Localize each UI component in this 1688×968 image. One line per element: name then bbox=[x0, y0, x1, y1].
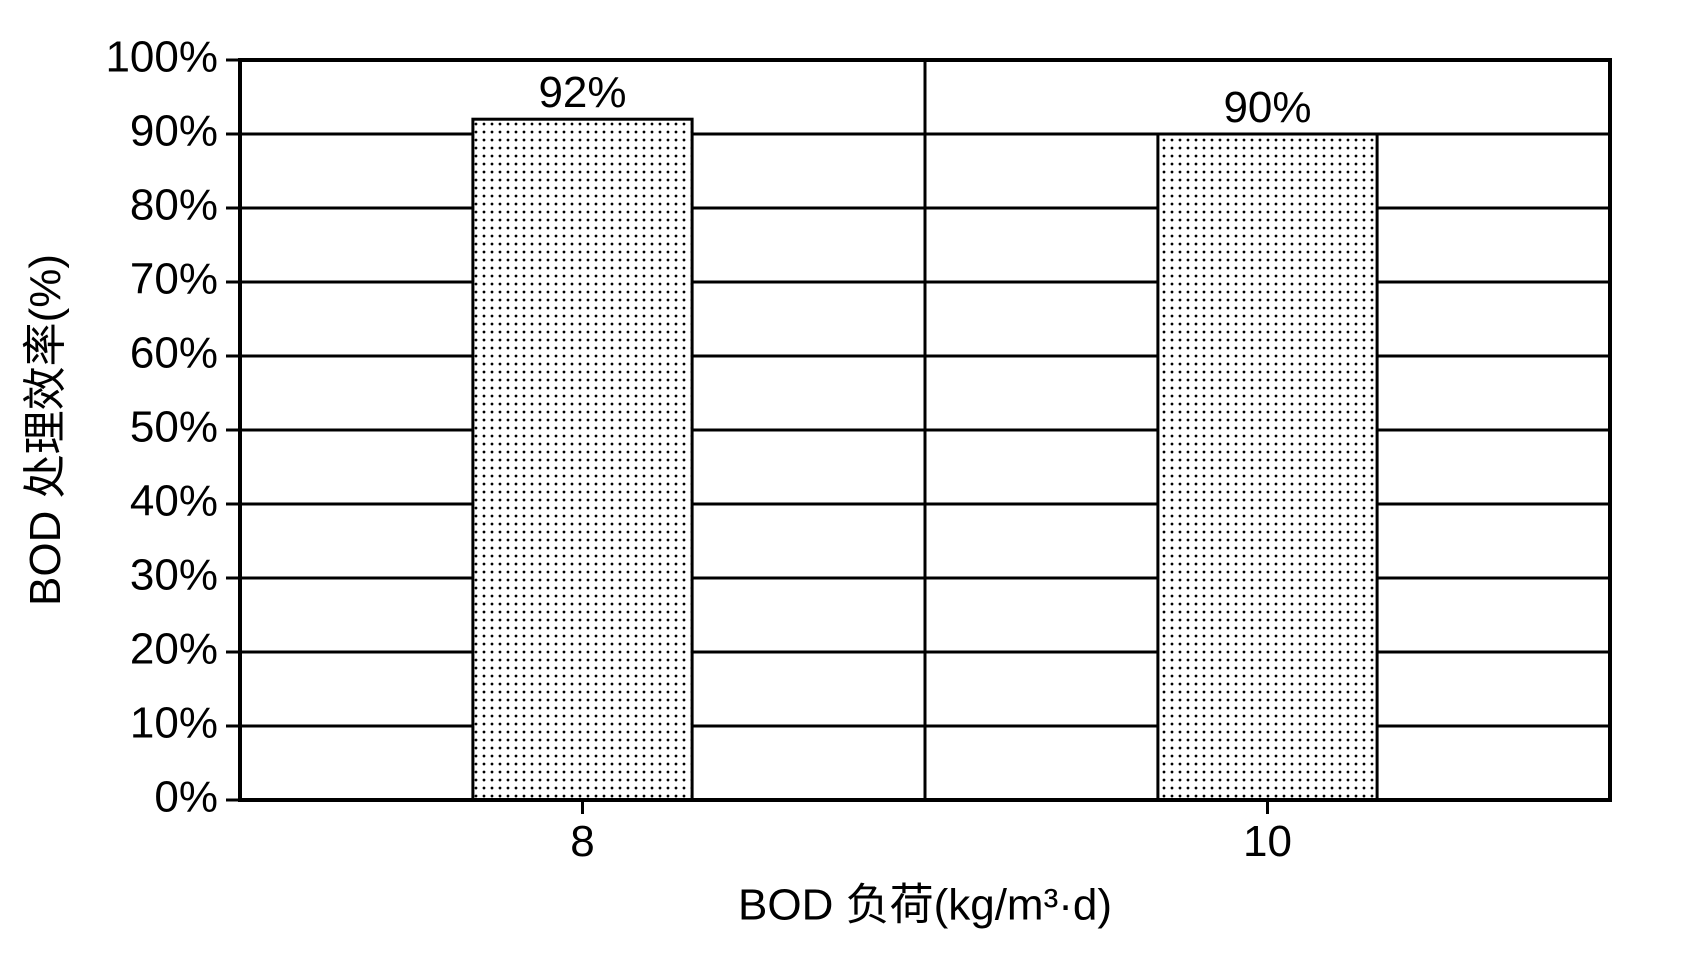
bar bbox=[473, 119, 692, 800]
y-tick-label: 10% bbox=[130, 699, 218, 748]
bod-efficiency-chart: 0% 10% 20% 30% 40% 50% 60% 70% 80% 90% 100% 92% 8 90%… bbox=[0, 0, 1688, 968]
y-tick-label: 30% bbox=[130, 551, 218, 600]
y-tick-label: 60% bbox=[130, 329, 218, 378]
y-axis-label: BOD 处理效率(%) bbox=[21, 254, 70, 606]
y-tick-label: 0% bbox=[154, 773, 218, 822]
y-tick-label: 70% bbox=[130, 255, 218, 304]
y-tick-label: 50% bbox=[130, 403, 218, 452]
y-tick-label: 80% bbox=[130, 181, 218, 230]
y-tick-label: 40% bbox=[130, 477, 218, 526]
x-tick-label: 10 bbox=[1243, 817, 1292, 866]
chart-background bbox=[0, 0, 1688, 968]
bar bbox=[1158, 134, 1377, 800]
x-tick-label: 8 bbox=[570, 817, 594, 866]
bar-value-label: 90% bbox=[1223, 83, 1311, 132]
y-tick-label: 100% bbox=[105, 33, 218, 82]
bar-value-label: 92% bbox=[538, 68, 626, 117]
y-tick-label: 20% bbox=[130, 625, 218, 674]
x-axis-label: BOD 负荷(kg/m³·d) bbox=[738, 881, 1112, 930]
y-tick-label: 90% bbox=[130, 107, 218, 156]
